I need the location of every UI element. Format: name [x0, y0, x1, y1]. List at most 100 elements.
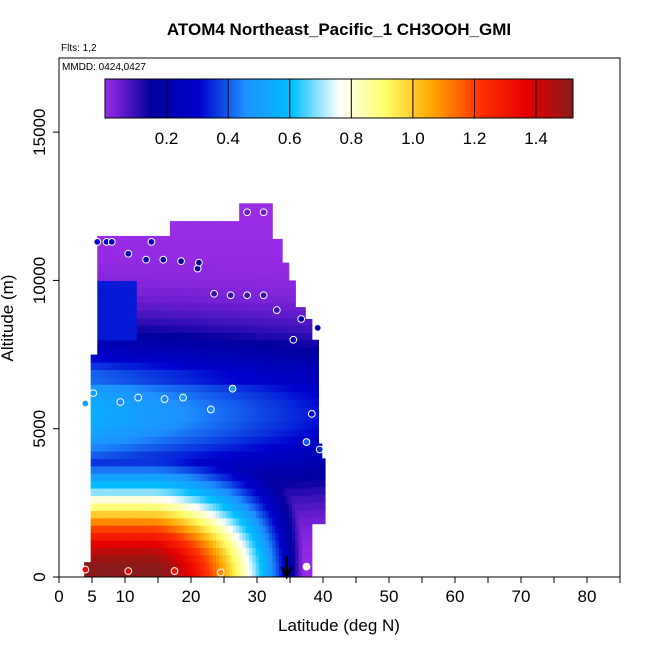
heatmap-cell [110, 243, 115, 252]
heatmap-cell [278, 243, 283, 252]
heatmap-cell [308, 569, 313, 577]
heatmap-cell [315, 397, 319, 406]
heatmap-cell [97, 302, 102, 311]
heatmap-cell [130, 280, 135, 289]
heatmap-cell [239, 310, 244, 319]
heatmap-cell [219, 273, 224, 282]
heatmap-cell [136, 287, 141, 296]
heatmap-cell [272, 554, 277, 563]
heatmap-cell [163, 554, 168, 563]
arrow-head [280, 566, 293, 580]
heatmap-cell [245, 391, 250, 400]
heatmap-cell [288, 406, 293, 415]
heatmap-cell [183, 228, 187, 237]
heatmap-cell [133, 413, 138, 422]
heatmap-cell [291, 354, 296, 363]
heatmap-cell [209, 369, 214, 378]
heatmap-cell [173, 406, 178, 415]
heatmap-cell [245, 339, 250, 348]
heatmap-cell [163, 399, 168, 408]
heatmap-cell [186, 280, 191, 289]
heatmap-cell [169, 317, 174, 326]
heatmap-cell [173, 436, 178, 445]
heatmap-cell [232, 354, 237, 363]
heatmap-cell [305, 480, 310, 489]
heatmap-cell [202, 495, 207, 504]
heatmap-cell [268, 376, 273, 385]
heatmap-cell [196, 502, 201, 511]
heatmap-cell [305, 554, 310, 563]
heatmap-cell [305, 450, 310, 459]
heatmap-cell [156, 406, 161, 415]
heatmap-cell [235, 376, 240, 385]
heatmap-cell [268, 235, 273, 244]
heatmap-cell [150, 525, 154, 534]
heatmap-cell [100, 480, 105, 489]
heatmap-cell [252, 287, 257, 296]
heatmap-cell [291, 569, 296, 577]
heatmap-cell [298, 406, 303, 415]
heatmap-cell [295, 413, 300, 422]
heatmap-cell [100, 413, 105, 422]
heatmap-cell [136, 421, 141, 430]
heatmap-cell [179, 287, 184, 296]
heatmap-cell [311, 464, 316, 473]
heatmap-cell [222, 347, 227, 356]
heatmap-cell [166, 539, 171, 548]
heatmap-cell [232, 488, 237, 497]
heatmap-cell [199, 265, 204, 274]
heatmap-cell [183, 369, 187, 378]
heatmap-cell [136, 458, 141, 467]
heatmap-cell [156, 265, 161, 274]
heatmap-cell [156, 384, 161, 393]
heatmap-cell [97, 332, 102, 341]
heatmap-cell [255, 280, 260, 289]
heatmap-cell [252, 421, 257, 430]
heatmap-cell [179, 399, 184, 408]
heatmap-cell [130, 361, 135, 370]
heatmap-cell [272, 458, 277, 467]
heatmap-cell [239, 228, 244, 237]
heatmap-cell [229, 221, 234, 230]
heatmap-cell [285, 361, 290, 370]
heatmap-cell [216, 250, 220, 259]
heatmap-cell [133, 243, 138, 252]
heatmap-cell [285, 539, 290, 548]
observation-point [81, 565, 90, 574]
heatmap-cell [252, 547, 257, 556]
heatmap-cell [150, 480, 154, 489]
x-tick-label: 50 [380, 587, 399, 606]
heatmap-cell [242, 502, 247, 511]
observation-point [228, 384, 237, 393]
heatmap-cell [258, 399, 263, 408]
heatmap-cell [113, 265, 118, 274]
heatmap-cell [159, 443, 164, 452]
heatmap-cell [278, 265, 283, 274]
heatmap-cell [275, 539, 280, 548]
heatmap-cell [288, 502, 293, 511]
heatmap-cell [301, 354, 306, 363]
heatmap-cell [100, 369, 105, 378]
heatmap-cell [143, 317, 148, 326]
heatmap-cell [242, 273, 247, 282]
heatmap-cell [163, 361, 168, 370]
heatmap-cell [242, 458, 247, 467]
heatmap-cell [258, 539, 263, 548]
heatmap-cell [308, 347, 313, 356]
heatmap-cell [229, 332, 234, 341]
heatmap-cell [298, 465, 303, 474]
heatmap-cell [219, 428, 224, 437]
heatmap-cell [301, 324, 306, 333]
heatmap-cell [169, 532, 174, 541]
heatmap-cell [100, 287, 105, 296]
heatmap-cell [107, 525, 112, 534]
heatmap-cell [107, 406, 112, 415]
heatmap-cell [249, 473, 253, 482]
heatmap-cell [291, 547, 296, 556]
heatmap-cell [249, 302, 253, 311]
heatmap-cell [268, 443, 273, 452]
heatmap-cell [189, 510, 194, 519]
heatmap-cell [285, 302, 290, 311]
heatmap-cell [235, 295, 240, 304]
heatmap-cell [120, 428, 125, 437]
